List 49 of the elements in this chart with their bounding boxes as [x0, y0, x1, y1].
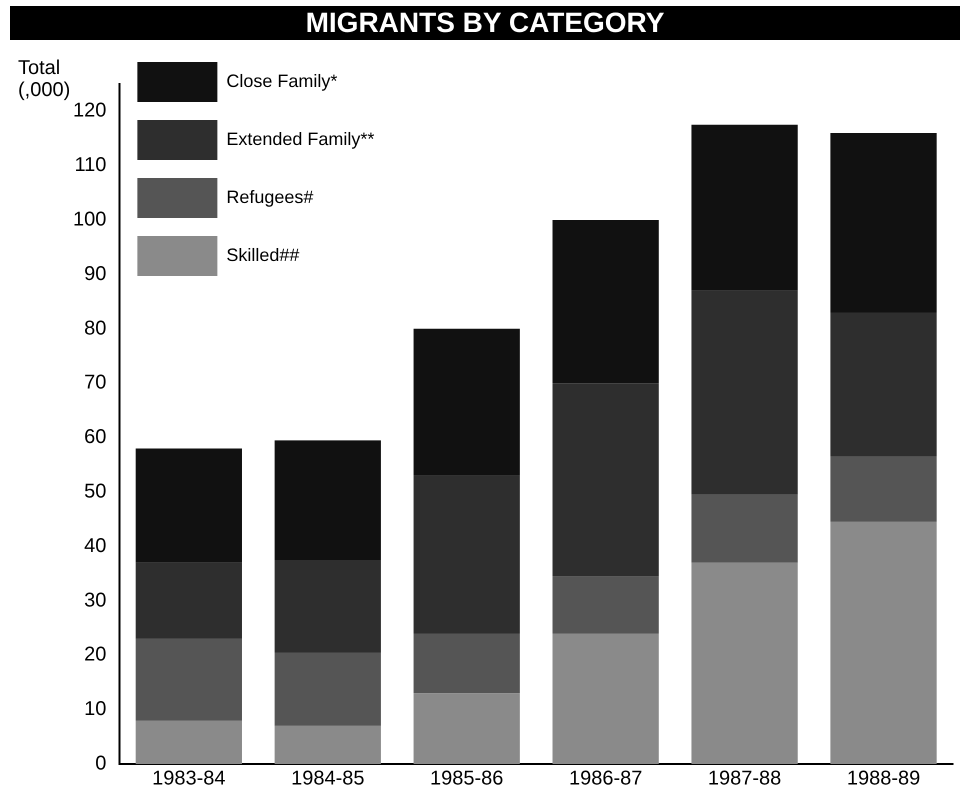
bar: [552, 576, 659, 634]
y-tick-label: 40: [84, 534, 106, 557]
bar: [691, 562, 798, 764]
bar: [691, 494, 798, 563]
y-tick-label: 30: [84, 589, 106, 612]
y-tick-label: 90: [84, 262, 106, 285]
bar: [552, 633, 659, 764]
bar: [274, 560, 381, 652]
y-tick-label: 110: [74, 154, 106, 176]
y-tick-label: 70: [84, 372, 106, 394]
y-tick-label: 0: [95, 752, 106, 775]
bar: [552, 383, 659, 576]
chart-title: MIGRANTS BY CATEGORY: [10, 6, 960, 40]
bar: [136, 720, 242, 764]
bar: [136, 562, 242, 639]
y-tick-label: 80: [84, 317, 106, 340]
bar: [136, 638, 242, 720]
y-tick-label: 120: [72, 100, 106, 122]
bar: [414, 633, 520, 694]
y-tick-label: 60: [84, 426, 106, 448]
bar: [274, 652, 381, 726]
x-tick-label: 1985-86: [430, 768, 504, 790]
x-tick-label: 1984-85: [291, 768, 364, 790]
bar: [414, 328, 520, 476]
legend-label: Close Family*: [226, 70, 338, 91]
y-tick-label: 100: [72, 208, 106, 231]
bar: [830, 312, 937, 457]
bar: [414, 476, 520, 634]
bar: [136, 448, 242, 563]
y-tick-label: 20: [84, 644, 106, 666]
legend-label: Skilled##: [226, 244, 300, 265]
bar: [691, 290, 798, 495]
x-tick-label: 1987-88: [708, 768, 782, 790]
bar: [830, 522, 937, 764]
bar: [691, 124, 798, 291]
y-tick-label: 10: [84, 698, 106, 720]
bar: [274, 440, 381, 560]
legend-label: Refugees#: [226, 186, 314, 207]
bar: [830, 132, 937, 312]
bar: [552, 220, 659, 384]
y-axis-title: Total (,000): [18, 57, 70, 101]
x-tick-label: 1983-84: [152, 768, 226, 790]
bar: [414, 693, 520, 764]
x-tick-label: 1986-87: [568, 768, 642, 790]
bar: [274, 726, 381, 764]
legend-label: Extended Family**: [226, 128, 374, 149]
x-tick-label: 1988-89: [846, 768, 920, 790]
y-tick-label: 50: [84, 480, 106, 503]
bar: [830, 456, 937, 522]
